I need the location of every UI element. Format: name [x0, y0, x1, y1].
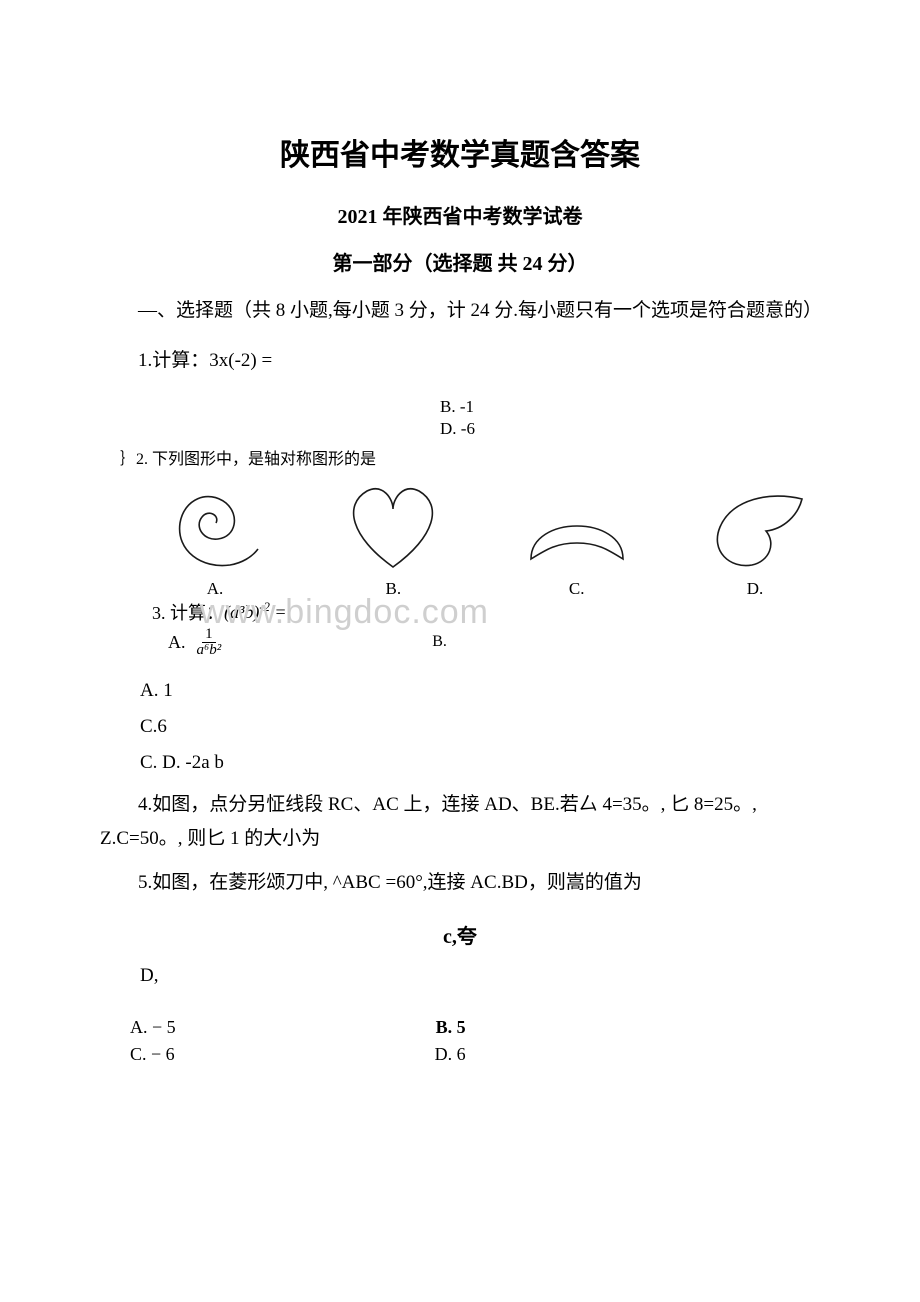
- q3-option-a-label: A.: [168, 632, 186, 653]
- spiral-icon: [160, 475, 270, 575]
- question-4: 4.如图，点分另怔线段 RC、AC 上，连接 AD、BE.若厶 4=35。, 匕…: [100, 788, 820, 856]
- teardrop-icon: [700, 485, 810, 575]
- question-1: 1.计算：3x(-2) =: [100, 344, 820, 378]
- opt-a-neg5: A. − 5: [130, 1017, 176, 1038]
- shape-fan-cell: C.: [517, 485, 637, 599]
- question-3: 3. 计算： (a³b)-2 =: [152, 599, 820, 625]
- line-c6: C.6: [140, 716, 820, 738]
- shape-spiral-cell: A.: [160, 475, 270, 599]
- opt-c-neg6: C. − 6: [130, 1044, 175, 1065]
- doc-title: 陕西省中考数学真题含答案: [100, 130, 820, 174]
- part-title: 第一部分（选择题 共 24 分）: [100, 247, 820, 276]
- shape-teardrop-cell: D.: [700, 485, 810, 599]
- q3-eq: =: [270, 602, 287, 622]
- q1-option-b: B. -1: [440, 397, 474, 417]
- opt-row-1: A. − 5 B. 5: [130, 1017, 820, 1038]
- line-cd: C. D. -2a b: [140, 752, 820, 774]
- c-center: c,夸: [100, 920, 820, 949]
- q1-options-row2: D. -6: [440, 419, 820, 439]
- question-2: ｝2. 下列图形中，是轴对称图形的是: [120, 445, 820, 469]
- line-a1: A. 1: [140, 680, 820, 702]
- q3-option-b: B.: [432, 633, 447, 651]
- section-instructions: —、选择题（共 8 小题,每小题 3 分，计 24 分.每小题只有一个选项是符合…: [100, 296, 820, 326]
- q3-frac-den: a⁶b²: [194, 643, 225, 658]
- opt-row-2: C. − 6 D. 6: [130, 1044, 820, 1065]
- q3-fraction: 1 a⁶b²: [194, 627, 225, 658]
- q3-frac-num: 1: [202, 627, 216, 643]
- shape-label-c: C.: [569, 579, 585, 599]
- fan-icon: [517, 485, 637, 575]
- q1-options-row1: B. -1: [440, 397, 820, 417]
- q1-option-d: D. -6: [440, 419, 475, 439]
- q3-label: 3. 计算：: [152, 599, 224, 625]
- opt-d-6: D. 6: [435, 1044, 466, 1065]
- heart-icon: [333, 475, 453, 575]
- shape-heart-cell: B.: [333, 475, 453, 599]
- q3-expr: (a³b)-2 =: [224, 600, 287, 623]
- question-5: 5.如图，在菱形颂刀中, ^ABC =60°,连接 AC.BD，则嵩的值为: [100, 866, 820, 900]
- doc-subtitle: 2021 年陕西省中考数学试卷: [100, 200, 820, 229]
- shape-label-d: D.: [747, 579, 764, 599]
- d-line: D,: [140, 965, 820, 987]
- q3-sup: -2: [259, 600, 270, 614]
- shape-label-a: A.: [207, 579, 224, 599]
- q2-shapes-row: A. B. C. D.: [160, 475, 810, 599]
- options-table: A. − 5 B. 5 C. − 6 D. 6: [130, 1017, 820, 1065]
- shape-label-b: B.: [386, 579, 402, 599]
- q3-option-a-row: A. 1 a⁶b² B.: [168, 627, 820, 658]
- opt-b-5: B. 5: [436, 1017, 466, 1038]
- q3-base: (a³b): [224, 602, 259, 622]
